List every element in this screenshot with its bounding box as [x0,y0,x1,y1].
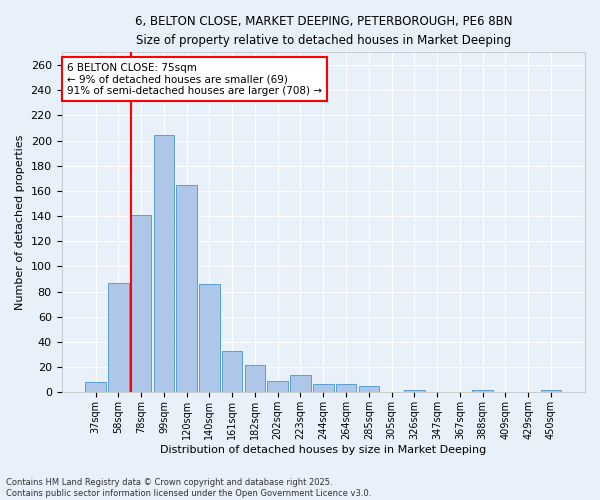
Bar [336,384,356,392]
Bar [154,136,174,392]
Bar [131,215,151,392]
Y-axis label: Number of detached properties: Number of detached properties [15,134,25,310]
Bar [245,364,265,392]
Bar [541,390,561,392]
Bar [199,284,220,393]
Bar [404,390,425,392]
Bar [108,283,128,393]
Bar [313,384,334,392]
Bar [222,351,242,393]
Bar [176,184,197,392]
Text: 6 BELTON CLOSE: 75sqm
← 9% of detached houses are smaller (69)
91% of semi-detac: 6 BELTON CLOSE: 75sqm ← 9% of detached h… [67,62,322,96]
Bar [268,381,288,392]
Bar [290,375,311,392]
X-axis label: Distribution of detached houses by size in Market Deeping: Distribution of detached houses by size … [160,445,487,455]
Text: Contains HM Land Registry data © Crown copyright and database right 2025.
Contai: Contains HM Land Registry data © Crown c… [6,478,371,498]
Title: 6, BELTON CLOSE, MARKET DEEPING, PETERBOROUGH, PE6 8BN
Size of property relative: 6, BELTON CLOSE, MARKET DEEPING, PETERBO… [134,15,512,47]
Bar [472,390,493,392]
Bar [85,382,106,392]
Bar [359,386,379,392]
